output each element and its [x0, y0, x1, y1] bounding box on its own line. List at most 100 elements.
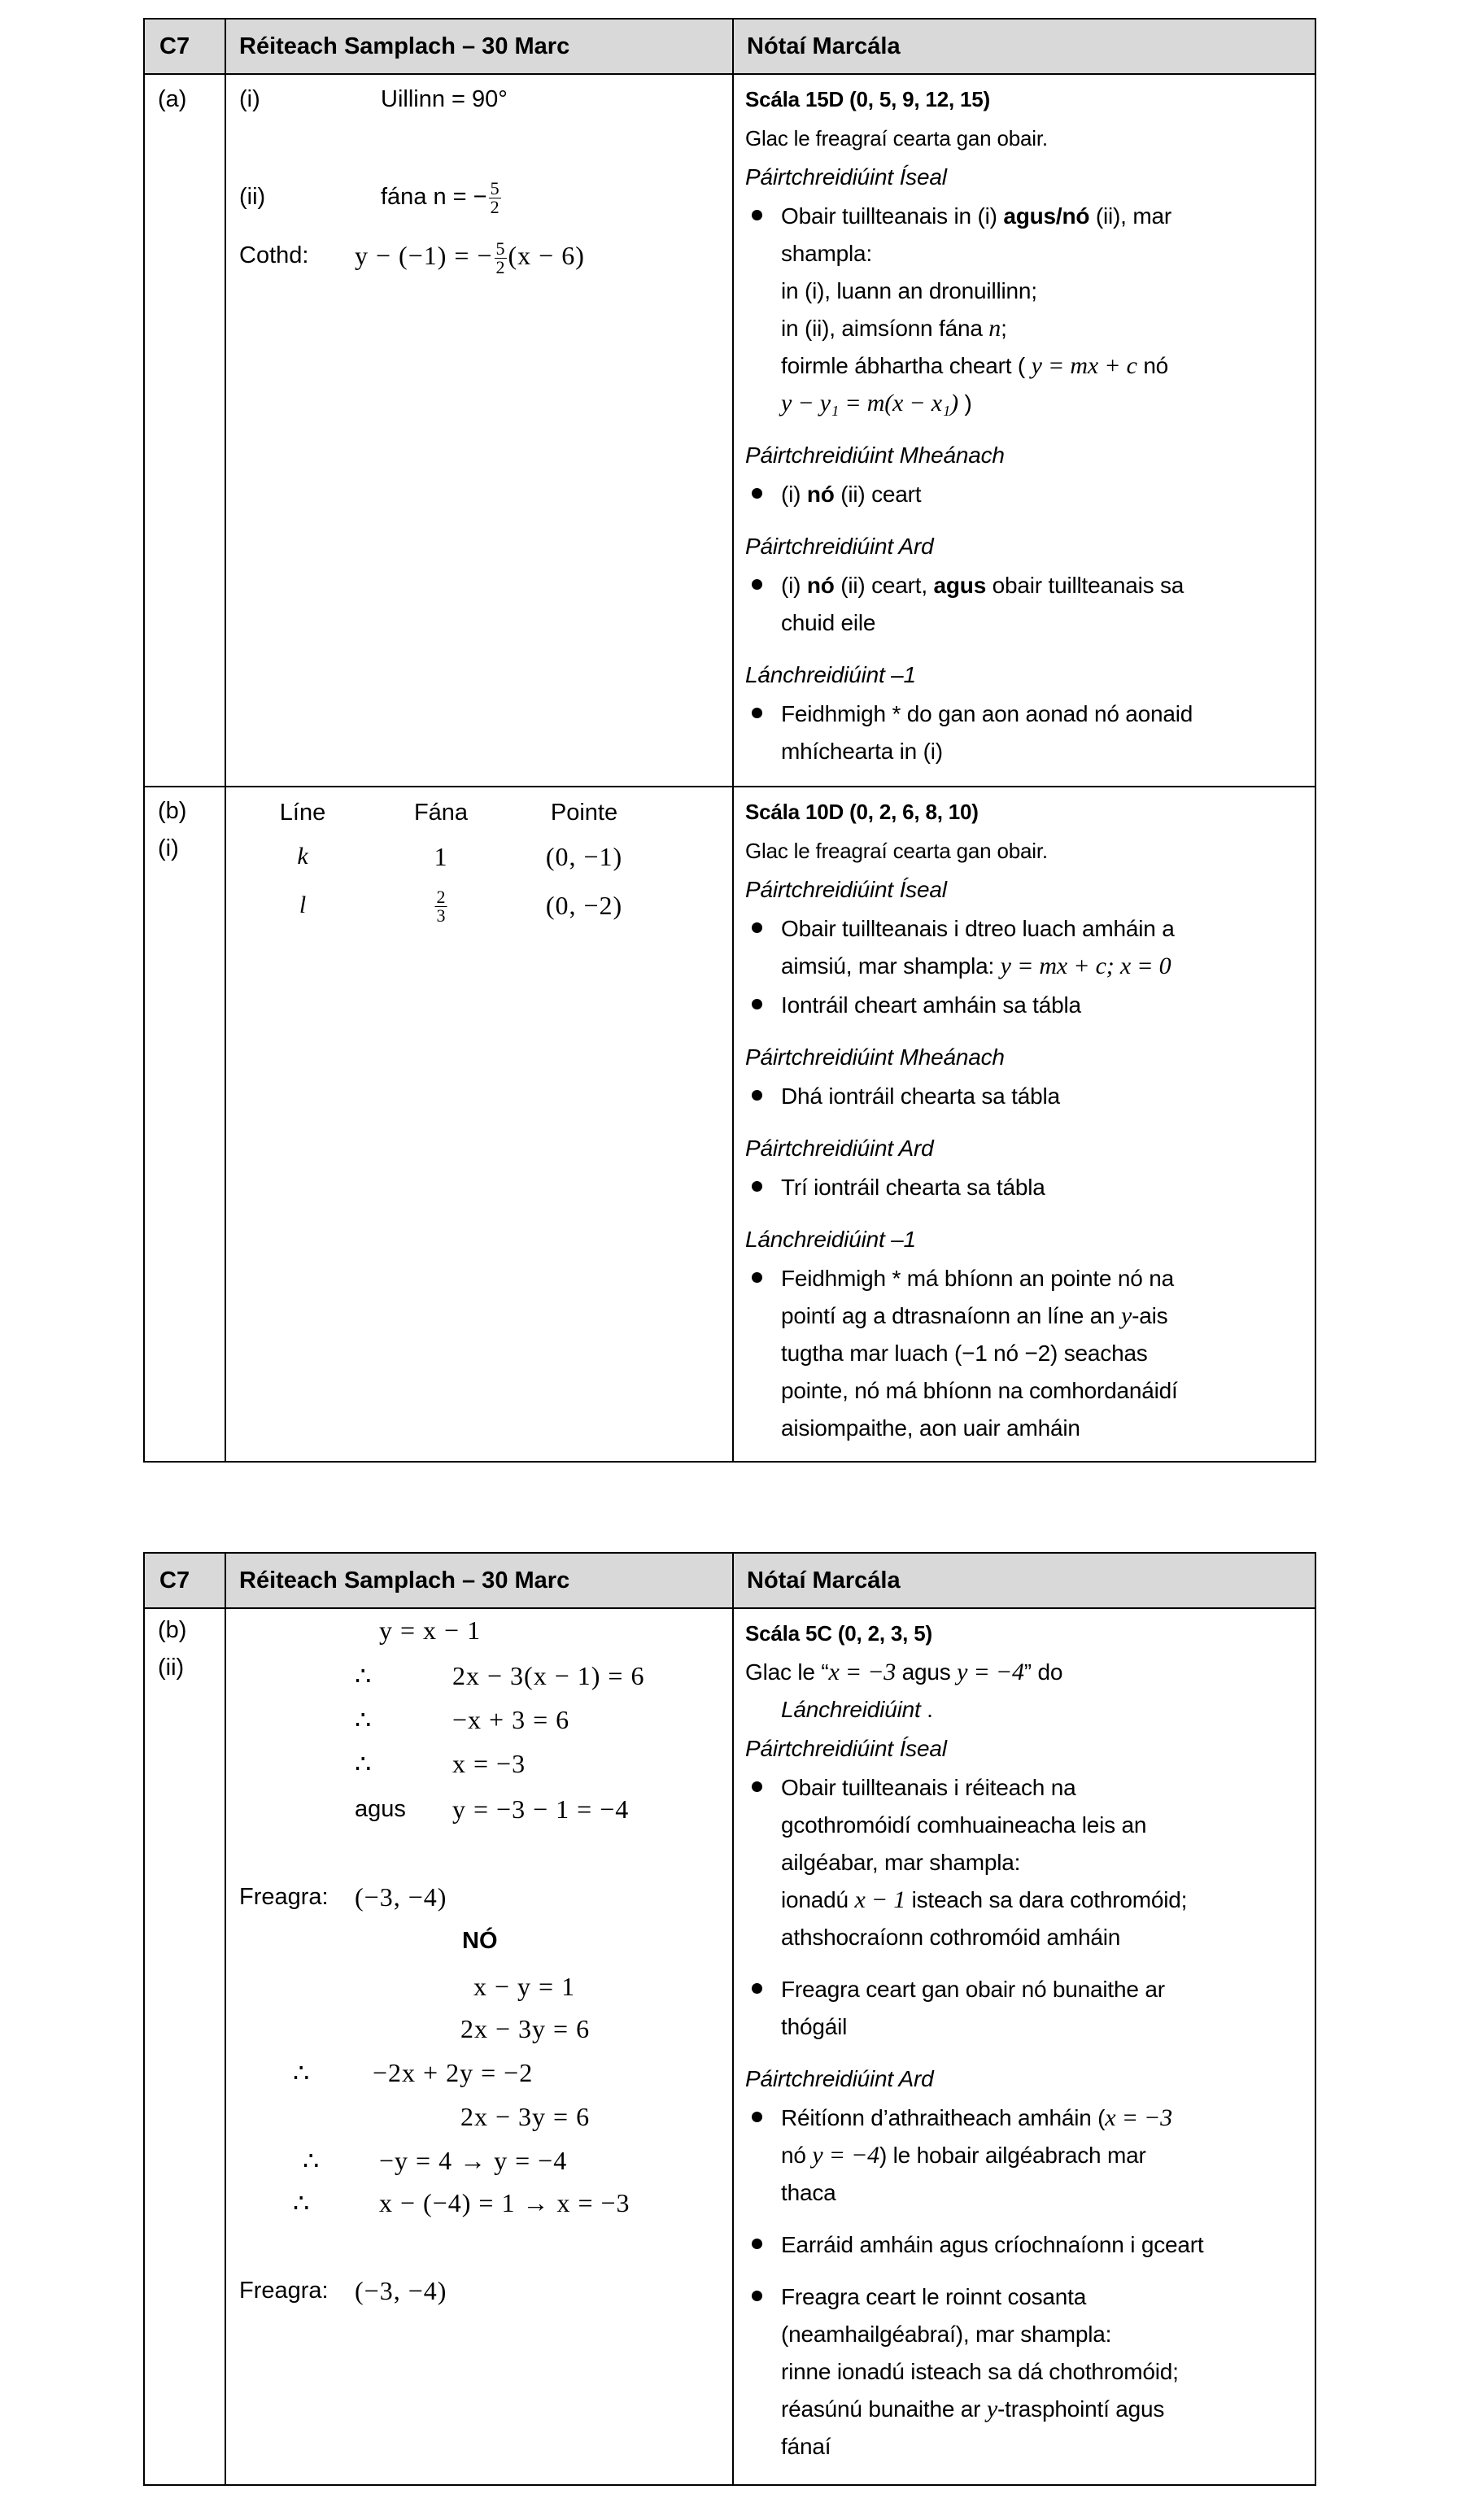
- text-segment: thógáil: [781, 2014, 848, 2039]
- bullet-item: Obair tuillteanais in (i) agus/nó (ii), …: [745, 198, 1308, 422]
- bullet-icon: [752, 488, 762, 499]
- equation-line: x − y = 1: [473, 1972, 576, 2001]
- criteria-heading: Páirtchreidiúint Mheánach: [745, 437, 1308, 474]
- text-line: chuid eile: [781, 604, 1308, 642]
- text-line: aimsiú, mar shampla: y = mx + c; x = 0: [781, 948, 1308, 985]
- text-line: ionadú x − 1 isteach sa dara cothromóid;: [781, 1881, 1308, 1919]
- criteria-heading: Páirtchreidiúint Mheánach: [745, 1039, 1308, 1076]
- text-segment: fánaí: [781, 2434, 831, 2459]
- math-expression: y: [1121, 1302, 1132, 1329]
- math-expression: y = −4: [812, 2142, 879, 2169]
- bullet-item: Iontráil cheart amháin sa tábla: [745, 987, 1308, 1024]
- math-expression: n: [988, 315, 1001, 342]
- numerator: 2: [434, 886, 447, 907]
- angle-text: Uillinn = 90°: [381, 86, 508, 112]
- text-segment: Páirtchreidiúint Íseal: [745, 164, 947, 190]
- text-segment: Páirtchreidiúint Mheánach: [745, 443, 1005, 468]
- text-segment: Freagra ceart le roinnt cosanta: [781, 2284, 1087, 2309]
- text-segment: Iontráil cheart amháin sa tábla: [781, 992, 1081, 1018]
- column-divider: [225, 1554, 226, 2484]
- math-expression: x = −3: [828, 1659, 897, 1685]
- equation-line: 2x − 3y = 6: [460, 2014, 591, 2043]
- text-segment: thaca: [781, 2180, 836, 2205]
- criteria-heading: Páirtchreidiúint Íseal: [745, 159, 1308, 196]
- equation-line: x − (−4) = 1 → x = −3: [379, 2188, 630, 2217]
- criteria-heading: Páirtchreidiúint Íseal: [745, 1730, 1308, 1768]
- note-text: Glac le “x = −3 agus y = −4” do Lánchreid…: [745, 1654, 1308, 1729]
- equation-line: y = −3 − 1 = −4: [452, 1794, 630, 1824]
- text-line: Lánchreidiúint –1: [745, 656, 1308, 694]
- text-line: Dhá iontráil chearta sa tábla: [781, 1078, 1308, 1115]
- text-segment: (neamhailgéabraí), mar shampla:: [781, 2322, 1112, 2347]
- text-segment: Páirtchreidiúint Íseal: [745, 877, 947, 902]
- marking-notes-a: Scála 15D (0, 5, 9, 12, 15) Glac le freag…: [745, 79, 1308, 770]
- solution-heading: Réiteach Samplach – 30 Marc: [239, 33, 570, 59]
- text-line: Glac le freagraí cearta gan obair.: [745, 832, 1308, 870]
- text-segment: réasúnú bunaithe ar: [781, 2396, 987, 2422]
- text-segment: in (i), luann an dronuillinn;: [781, 278, 1037, 303]
- note-text: Glac le freagraí cearta gan obair.: [745, 120, 1308, 157]
- text-segment: foirmle ábhartha cheart (: [781, 353, 1032, 378]
- math-expression: y = mx + c: [1031, 352, 1137, 379]
- equation-line: −x + 3 = 6: [452, 1705, 570, 1734]
- line-name: l: [299, 892, 307, 918]
- row-divider: [145, 786, 1315, 787]
- agus-label: agus: [355, 1796, 406, 1822]
- bullet-icon: [752, 1272, 762, 1283]
- equation-line: y = x − 1: [379, 1615, 482, 1645]
- text-line: Feidhmigh * do gan aon aonad nó aonaid: [781, 695, 1308, 733]
- text-segment: ionadú: [781, 1887, 855, 1912]
- therefore-symbol: ∴: [303, 2146, 321, 2175]
- text-segment: agus: [933, 573, 987, 598]
- bullet-icon: [752, 1983, 762, 1994]
- text-segment: ;: [1001, 316, 1007, 341]
- therefore-symbol: ∴: [293, 2058, 311, 2087]
- col-header-slope: Fána: [413, 800, 469, 826]
- bullet-icon: [752, 1181, 762, 1192]
- bullet-icon: [752, 2112, 762, 2122]
- text-segment: Scála 5C (0, 2, 3, 5): [745, 1621, 932, 1646]
- text-line: (i) nó (ii) ceart: [781, 476, 1308, 513]
- bullet-item: Dhá iontráil chearta sa tábla: [745, 1078, 1308, 1115]
- text-line: aisiompaithe, aon uair amháin: [781, 1410, 1308, 1447]
- text-segment: Páirtchreidiúint Ard: [745, 2066, 934, 2091]
- text-line: Earráid amháin agus críochnaíonn i gcear…: [781, 2226, 1308, 2264]
- text-segment: (ii) ceart: [834, 482, 922, 507]
- angle-answer: Uillinn = 90°: [381, 81, 508, 118]
- bullet-item: Trí iontráil chearta sa tábla: [745, 1169, 1308, 1206]
- text-segment: Réitíonn d’athraitheach amháin (: [781, 2105, 1106, 2130]
- therefore-symbol: ∴: [293, 2188, 311, 2217]
- text-line: pointí ag a dtrasnaíonn an líne an y-ais: [781, 1297, 1308, 1335]
- text-segment: Dhá iontráil chearta sa tábla: [781, 1083, 1060, 1109]
- math-expression: y = −4: [957, 1659, 1024, 1685]
- text-line: Réitíonn d’athraitheach amháin (x = −3: [781, 2099, 1308, 2137]
- text-segment: -trasphointí agus: [997, 2396, 1165, 2422]
- bullet-icon: [752, 579, 762, 590]
- text-line: thaca: [781, 2174, 1308, 2212]
- text-line: Freagra ceart le roinnt cosanta: [781, 2278, 1308, 2316]
- text-segment: .: [920, 1697, 933, 1722]
- text-segment: Earráid amháin agus críochnaíonn i gcear…: [781, 2232, 1204, 2257]
- text-segment: Glac le “: [745, 1659, 829, 1685]
- bullet-icon: [752, 210, 762, 220]
- text-line: gcothromóidí comhuaineacha leis an: [781, 1807, 1308, 1844]
- math-expression: y: [986, 2396, 997, 2422]
- text-segment: Feidhmigh * do gan aon aonad nó aonaid: [781, 701, 1193, 726]
- bullet-item: Freagra ceart le roinnt cosanta (neamhail…: [745, 2278, 1308, 2466]
- marking-notes-b-ii: Scála 5C (0, 2, 3, 5) Glac le “x = −3 agu…: [745, 1613, 1308, 2466]
- text-line: Páirtchreidiúint Ard: [745, 2060, 1308, 2098]
- text-line: Scála 10D (0, 2, 6, 8, 10): [745, 793, 1308, 831]
- therefore-symbol: ∴: [355, 1661, 373, 1690]
- scale-heading: Scála 15D (0, 5, 9, 12, 15): [745, 81, 1308, 118]
- criteria-heading: Lánchreidiúint –1: [745, 656, 1308, 694]
- equation-label: Cothd:: [239, 242, 309, 268]
- text-segment: isteach sa dara cothromóid;: [905, 1887, 1188, 1912]
- text-line: Páirtchreidiúint Ard: [745, 528, 1308, 565]
- text-line: fánaí: [781, 2428, 1308, 2466]
- text-segment: -ais: [1132, 1303, 1168, 1328]
- slope-answer: fána n = −5 2: [381, 178, 503, 216]
- criteria-heading: Lánchreidiúint –1: [745, 1221, 1308, 1258]
- text-line: Páirtchreidiúint Mheánach: [745, 1039, 1308, 1076]
- or-label: NÓ: [462, 1928, 498, 1954]
